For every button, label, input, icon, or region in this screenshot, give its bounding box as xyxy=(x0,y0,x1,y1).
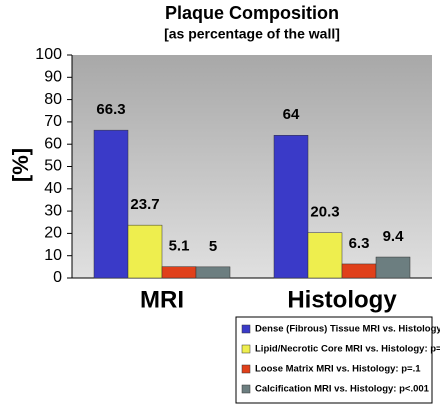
y-tick-label: 20 xyxy=(44,225,62,242)
chart-title: Plaque Composition xyxy=(165,3,339,23)
legend-label: Dense (Fibrous) Tissue MRI vs. Histology… xyxy=(255,324,440,335)
bar xyxy=(375,256,411,279)
bar xyxy=(273,135,309,279)
y-tick-label: 50 xyxy=(44,158,62,175)
legend-label: Lipid/Necrotic Core MRI vs. Histology: p… xyxy=(255,344,440,355)
legend-box xyxy=(235,316,433,404)
value-label: 64 xyxy=(283,106,300,123)
y-tick-label: 60 xyxy=(44,135,62,152)
y-tick-label: 10 xyxy=(44,247,62,264)
legend-swatch xyxy=(241,364,251,374)
value-label: 9.4 xyxy=(383,228,405,245)
y-tick-label: 80 xyxy=(44,91,62,108)
y-tick-label: 100 xyxy=(35,46,62,63)
bar xyxy=(341,263,377,279)
legend-swatch xyxy=(241,344,251,354)
bar xyxy=(161,266,197,279)
bar xyxy=(195,266,231,279)
legend-swatch xyxy=(241,384,251,394)
chart-subtitle: [as percentage of the wall] xyxy=(164,26,340,42)
value-label: 23.7 xyxy=(130,196,159,213)
bar xyxy=(307,232,343,279)
value-label: 20.3 xyxy=(310,204,339,221)
x-tick-label: Histology xyxy=(287,286,397,313)
value-label: 66.3 xyxy=(96,101,125,118)
y-tick-label: 30 xyxy=(44,202,62,219)
value-label: 6.3 xyxy=(349,235,370,252)
legend-label: Loose Matrix MRI vs. Histology: p=.1 xyxy=(255,364,421,375)
y-tick-label: 40 xyxy=(44,180,62,197)
y-tick-label: 0 xyxy=(53,269,62,286)
legend-label: Calcification MRI vs. Histology: p<.001 xyxy=(255,384,430,395)
bar xyxy=(93,129,129,279)
value-label: 5.1 xyxy=(169,238,190,255)
x-tick-label: MRI xyxy=(140,286,184,313)
legend-swatch xyxy=(241,324,251,334)
bar xyxy=(127,224,163,279)
y-tick-label: 70 xyxy=(44,113,62,130)
y-tick-label: 90 xyxy=(44,69,62,86)
y-axis-label: [%] xyxy=(8,148,33,182)
value-label: 5 xyxy=(209,238,217,255)
